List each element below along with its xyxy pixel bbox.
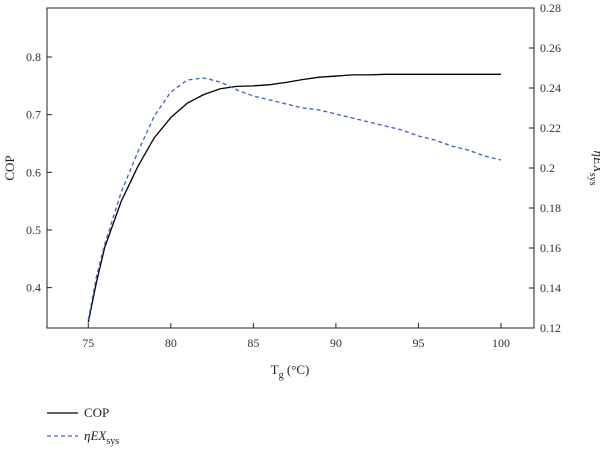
- right-y-tick-label: 0.16: [540, 241, 561, 255]
- right-y-tick-label: 0.14: [540, 281, 561, 295]
- x-tick-label: 90: [330, 336, 342, 350]
- left-y-axis-label: COP: [2, 155, 17, 180]
- right-y-axis-ticks: 0.12 0.14 0.16 0.18 0.2 0.22 0.24 0.26 0.28: [529, 1, 561, 335]
- legend-label-cop: COP: [84, 405, 109, 420]
- legend: COP ηEXsys: [47, 405, 119, 447]
- plot-frame: [46, 7, 535, 329]
- etaex-sys-series-line: [87, 77, 502, 321]
- right-y-tick-label: 0.28: [540, 1, 561, 15]
- x-tick-label: 100: [492, 336, 510, 350]
- left-y-tick-label: 0.8: [26, 50, 41, 64]
- right-y-tick-label: 0.24: [540, 81, 561, 95]
- cop-series-line: [87, 73, 501, 323]
- legend-label-etaex: ηEXsys: [84, 428, 119, 447]
- x-tick-label: 85: [247, 336, 259, 350]
- left-y-axis-ticks: 0.4 0.5 0.6 0.7 0.8: [26, 50, 52, 295]
- right-y-tick-label: 0.26: [540, 41, 561, 55]
- x-tick-label: 80: [165, 336, 177, 350]
- left-y-tick-label: 0.7: [26, 108, 41, 122]
- x-tick-label: 95: [412, 336, 424, 350]
- left-y-tick-label: 0.5: [26, 223, 41, 237]
- x-tick-label: 75: [82, 336, 94, 350]
- right-y-tick-label: 0.2: [540, 161, 555, 175]
- left-y-tick-label: 0.4: [26, 281, 41, 295]
- series-lines: [87, 73, 502, 323]
- right-y-tick-label: 0.22: [540, 121, 561, 135]
- x-axis-ticks: 75 80 85 90 95 100: [82, 323, 510, 350]
- right-y-tick-label: 0.18: [540, 201, 561, 215]
- right-y-tick-label: 0.12: [540, 321, 561, 335]
- left-y-tick-label: 0.6: [26, 165, 41, 179]
- x-axis-label: Tg (°C): [271, 362, 310, 381]
- right-y-axis-label: ηEXsys: [587, 150, 600, 185]
